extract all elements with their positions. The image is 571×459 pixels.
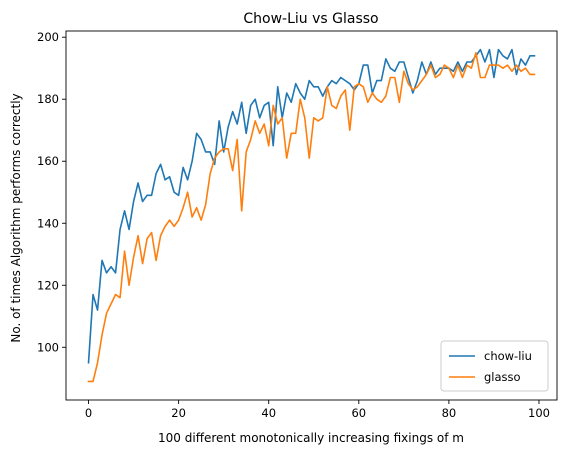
axes-frame — [65, 30, 558, 401]
y-tick-label: 180 — [37, 92, 59, 106]
legend-label-chow-liu: chow-liu — [484, 349, 532, 363]
legend: chow-liu glasso — [440, 340, 549, 392]
x-tick-label: 40 — [261, 406, 276, 420]
x-tick-label: 20 — [171, 406, 186, 420]
plot-area: 0 20 40 60 80 100 100 120 140 160 180 200 — [37, 30, 558, 420]
x-tick-label: 80 — [442, 406, 457, 420]
x-tick-label: 100 — [528, 406, 550, 420]
y-tick-label: 160 — [37, 154, 59, 168]
series-line-glasso — [87, 51, 536, 383]
series-line-chow-liu — [87, 48, 536, 364]
legend-label-glasso: glasso — [484, 370, 521, 384]
y-axis-label: No. of times Algorithm performs correctl… — [9, 93, 23, 342]
legend-box — [440, 340, 549, 392]
y-tick-label: 200 — [37, 30, 59, 44]
x-tick-label: 60 — [351, 406, 366, 420]
chart-title: Chow-Liu vs Glasso — [243, 11, 378, 27]
y-tick-label: 100 — [37, 340, 59, 354]
x-tick-label: 0 — [85, 406, 92, 420]
x-axis-label: 100 different monotonically increasing f… — [158, 431, 464, 445]
y-tick-label: 120 — [37, 278, 59, 292]
y-tick-label: 140 — [37, 216, 59, 230]
